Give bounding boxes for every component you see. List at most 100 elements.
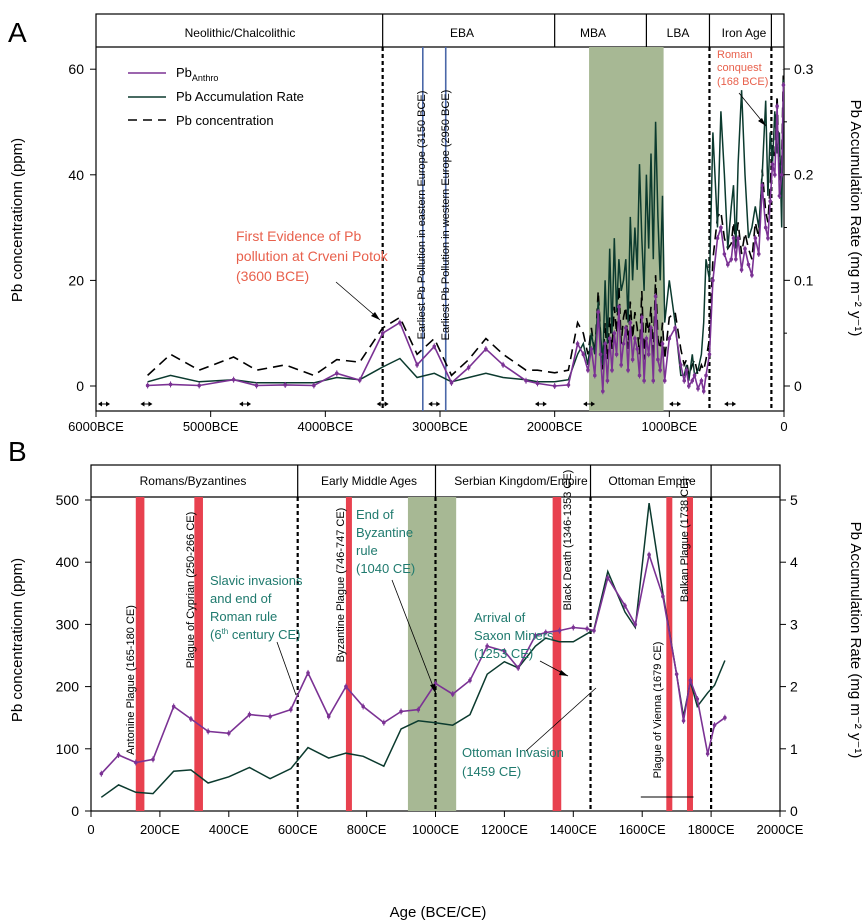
period-iron-age: Iron Age — [722, 26, 767, 40]
series-b-pb-point — [502, 649, 507, 653]
series-pb-anthro-point — [589, 347, 594, 351]
series-pb-anthro-point — [731, 236, 736, 240]
annotation-first-evidence-line-1: First Evidence of Pb — [236, 228, 361, 244]
series-b-pb-point — [416, 707, 421, 712]
series-b-pb-line — [100, 551, 726, 775]
series-pb-anthro-point — [696, 386, 700, 391]
series-pb-anthro-point — [637, 373, 642, 378]
series-pb-anthro-point — [770, 162, 775, 167]
series-pb-anthro-point — [575, 341, 580, 346]
series-pb-anthro-point — [701, 389, 706, 394]
panel-b-shaded-interval — [407, 497, 457, 811]
series-b-pb-point — [516, 666, 520, 670]
annotation-saxon-line-3: (1253 CE) — [474, 646, 533, 661]
panel-b: B Romans/Byzantines Early Middle Ages Se… — [8, 436, 863, 921]
series-b-pb-point — [306, 671, 310, 675]
period-serbian-kingdom: Serbian Kingdom/Empire — [454, 474, 588, 488]
series-pb-anthro-point — [729, 257, 734, 262]
panel-a-age-uncertainty-arrowhead — [148, 401, 153, 407]
panel-a-x-tick-label: 1000BCE — [642, 419, 698, 434]
series-pb-anthro-point — [726, 262, 730, 267]
period-mba: MBA — [580, 26, 606, 40]
series-pb-anthro-point — [658, 368, 662, 372]
plague-vienna-label: Plague of Vienna (1679 CE) — [652, 642, 664, 779]
annotation-saxon: Arrival of Saxon Miners (1253 CE) — [474, 610, 554, 661]
annotation-ottoman: Ottoman Invasion (1459 CE) — [462, 745, 564, 779]
panel-b-right-tick-label: 3 — [790, 616, 798, 632]
series-pb-anthro-point — [662, 378, 667, 383]
series-pb-anthro-point — [667, 336, 672, 341]
annotation-byzantine-end-arrow — [391, 579, 437, 695]
series-pb-anthro-point — [722, 252, 727, 256]
series-b-pb-point — [623, 603, 627, 608]
series-pb-anthro-point — [501, 363, 505, 367]
panel-a: A Neolithic/Chalcolithic EBA MBA LBA Iro… — [8, 13, 863, 434]
series-pb-anthro-point — [644, 336, 649, 341]
series-pb-anthro-point — [566, 383, 571, 387]
series-pb-anthro-point — [581, 352, 586, 357]
series-pb-anthro-point — [736, 236, 740, 240]
plague-antonine-label: Antonine Plague (165-180 CE) — [125, 605, 137, 755]
series-pb-anthro-point — [168, 382, 173, 387]
series-pb-anthro-point — [197, 383, 201, 388]
series-b-pb-point — [712, 723, 717, 727]
panel-b-left-tick-label: 200 — [56, 679, 80, 695]
panel-b-left-tick-label: 500 — [56, 492, 80, 508]
annotation-byzantine-end-line-4: (1040 CE) — [356, 561, 415, 576]
series-b-pb-point — [151, 757, 155, 762]
panel-b-x-tick-label: 1800CE — [688, 822, 735, 837]
series-pb-anthro-point — [653, 294, 658, 299]
series-pb-anthro-point — [768, 199, 773, 203]
series-b-pb-point — [116, 753, 121, 757]
annotation-slavic-line-4: (6th century CE) — [210, 627, 301, 642]
series-b-pb-point — [571, 625, 576, 630]
period-eba: EBA — [450, 26, 474, 40]
period-neolithic: Neolithic/Chalcolithic — [185, 26, 296, 40]
series-accumulation-rate-line — [147, 79, 785, 384]
panel-a-x-tick-label: 3000BCE — [412, 419, 468, 434]
series-b-pb-point — [647, 552, 651, 557]
series-pb-anthro-point — [380, 331, 385, 336]
annotation-byzantine-end-line-3: rule — [356, 543, 378, 558]
panel-b-x-tick-label: 1400CE — [550, 822, 597, 837]
annotation-roman-line-3: (168 BCE) — [717, 76, 768, 88]
series-pb-anthro-point — [656, 357, 660, 362]
series-pb-anthro-point — [535, 381, 540, 386]
panel-b-left-tick-label: 0 — [71, 803, 79, 819]
series-pb-anthro-point — [779, 173, 784, 177]
series-pb-anthro-point — [619, 363, 623, 367]
series-pb-anthro-point — [621, 341, 626, 346]
annotation-saxon-arrowhead — [559, 670, 568, 676]
series-b-pb-point — [344, 684, 348, 689]
series-pb-anthro-point — [690, 378, 695, 383]
series-pb-anthro-point — [598, 352, 603, 357]
series-pb-anthro-point — [254, 383, 259, 388]
series-pb-anthro-point — [630, 357, 635, 362]
annotation-saxon-line-1: Arrival of — [474, 610, 526, 625]
series-b-pb-point — [543, 630, 548, 635]
series-b-pb-point — [681, 719, 686, 723]
annotation-byzantine-end: End of Byzantine rule (1040 CE) — [356, 507, 415, 576]
series-pb-anthro-point — [596, 310, 601, 314]
series-pb-anthro-point — [466, 365, 471, 370]
panel-a-right-tick-label: 0.1 — [794, 272, 814, 288]
panel-a-age-uncertainty-arrowhead — [724, 401, 729, 407]
panel-b-left-axis-label: Pb concentrationn (ppm) — [9, 558, 26, 722]
series-b-pb-point — [189, 717, 193, 721]
series-b-pb-point — [361, 704, 365, 709]
series-b-pb-point — [247, 712, 252, 717]
panel-a-age-uncertainty-arrowhead — [534, 401, 539, 407]
series-pb-anthro-point — [775, 104, 779, 108]
annotation-ottoman-line-2: (1459 CE) — [462, 764, 521, 779]
series-pb-anthro-point — [684, 368, 689, 372]
panel-a-age-uncertainty-arrowhead — [247, 401, 252, 407]
panel-a-age-uncertainty-arrowhead — [591, 401, 596, 407]
series-pb-anthro-point — [642, 378, 646, 383]
panel-b-left-tick-label: 400 — [56, 554, 80, 570]
annotation-byzantine-end-arrowhead — [430, 684, 436, 694]
panel-a-age-uncertainty-arrowhead — [98, 401, 103, 407]
panel-a-age-uncertainty-arrowhead — [376, 401, 381, 407]
series-pb-anthro-point — [682, 378, 687, 383]
legend-concentration-label: Pb concentration — [176, 113, 274, 128]
